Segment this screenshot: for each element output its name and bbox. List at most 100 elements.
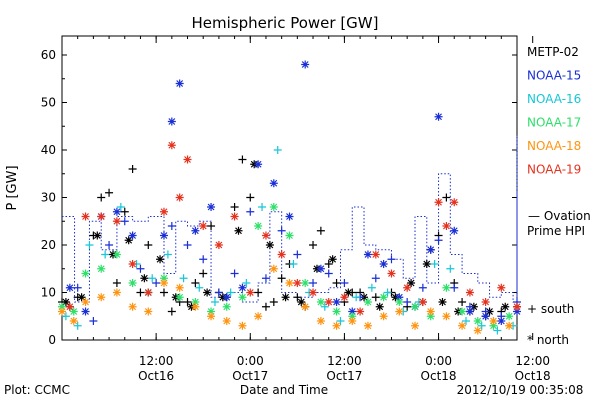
data-point [363,250,372,259]
data-point [81,307,90,316]
data-point [316,226,325,235]
data-point [242,279,251,287]
series-noaa-18-star [58,264,514,335]
data-point [214,288,223,297]
data-point [183,298,192,306]
data-point [183,241,192,249]
data-point [505,312,514,321]
north-marker-legend: * north [527,333,569,347]
plot-credit: Plot: CCMC [4,383,70,397]
data-point [505,321,514,330]
data-point [316,264,325,273]
data-point [434,198,443,207]
data-point [128,165,137,173]
data-point [65,302,74,311]
data-point [97,212,106,221]
x-tick-date-label: Oct17 [232,369,268,383]
data-point [120,207,129,216]
data-point [332,298,341,306]
data-point [371,250,380,259]
data-point [403,298,412,306]
data-point [383,288,392,297]
data-point [422,260,431,268]
data-point [363,321,372,330]
data-point [501,302,510,311]
data-point [265,241,274,249]
data-point [191,298,200,306]
legend-entry: NOAA-15 [527,69,581,83]
data-point [128,231,137,240]
data-point [112,217,121,226]
legend-entry: NOAA-17 [527,116,581,130]
y-tick-label: 50 [41,96,56,110]
data-point [269,264,278,273]
data-point [434,112,443,121]
data-point [226,288,235,297]
data-point [73,321,82,330]
data-point [379,293,388,302]
south-marker-legend: + south [527,302,574,316]
data-point [258,203,267,211]
data-point [85,241,94,249]
data-point [128,279,137,287]
data-point [309,279,318,287]
x-tick-time-label: 12:00 [139,354,174,368]
data-point [489,317,498,325]
data-point [375,302,384,311]
data-point [261,231,270,240]
data-point [65,283,74,292]
data-point [246,193,255,202]
data-point [191,226,200,235]
data-point [316,298,325,306]
data-point [371,274,380,283]
data-point [81,212,90,221]
data-point [58,307,66,316]
data-point [140,274,149,283]
data-point [328,255,337,264]
data-point [144,288,153,297]
data-point [356,307,365,316]
data-point [207,222,216,230]
data-point [481,307,490,316]
data-point [363,298,372,306]
y-tick-label: 60 [41,48,56,62]
ovation-legend-line2: Prime HPI [527,224,585,238]
data-point [159,279,168,287]
data-point [438,298,447,306]
data-point [97,193,106,202]
data-point [230,203,239,211]
data-point [371,293,380,302]
data-point [407,279,416,287]
series-layer [58,60,521,335]
x-tick-time-label: 0:00 [237,354,264,368]
data-point [277,250,286,259]
legend-entry: NOAA-16 [527,92,581,106]
x-tick-time-label: 0:00 [425,354,452,368]
data-point [316,317,325,325]
data-point [97,293,106,302]
data-point [332,279,341,287]
data-point [246,288,255,297]
data-point [336,317,345,325]
data-point [309,241,318,249]
y-tick-label: 0 [48,333,56,347]
data-point [195,283,204,292]
data-point [387,255,396,264]
data-point [112,279,121,287]
x-axis-label: Date and Time [240,383,328,397]
data-point [222,302,231,311]
data-point [167,222,176,230]
y-axis-label: P [GW] [5,165,20,210]
data-point [128,302,137,311]
data-point [450,226,459,235]
data-point [175,293,184,302]
data-point [261,302,270,311]
data-point [465,288,474,297]
data-point [395,293,404,302]
legend-entry: NOAA-19 [527,163,581,177]
data-point [254,222,263,230]
data-point [159,207,168,216]
data-point [301,60,310,69]
data-point [481,312,490,321]
data-point [269,179,278,188]
